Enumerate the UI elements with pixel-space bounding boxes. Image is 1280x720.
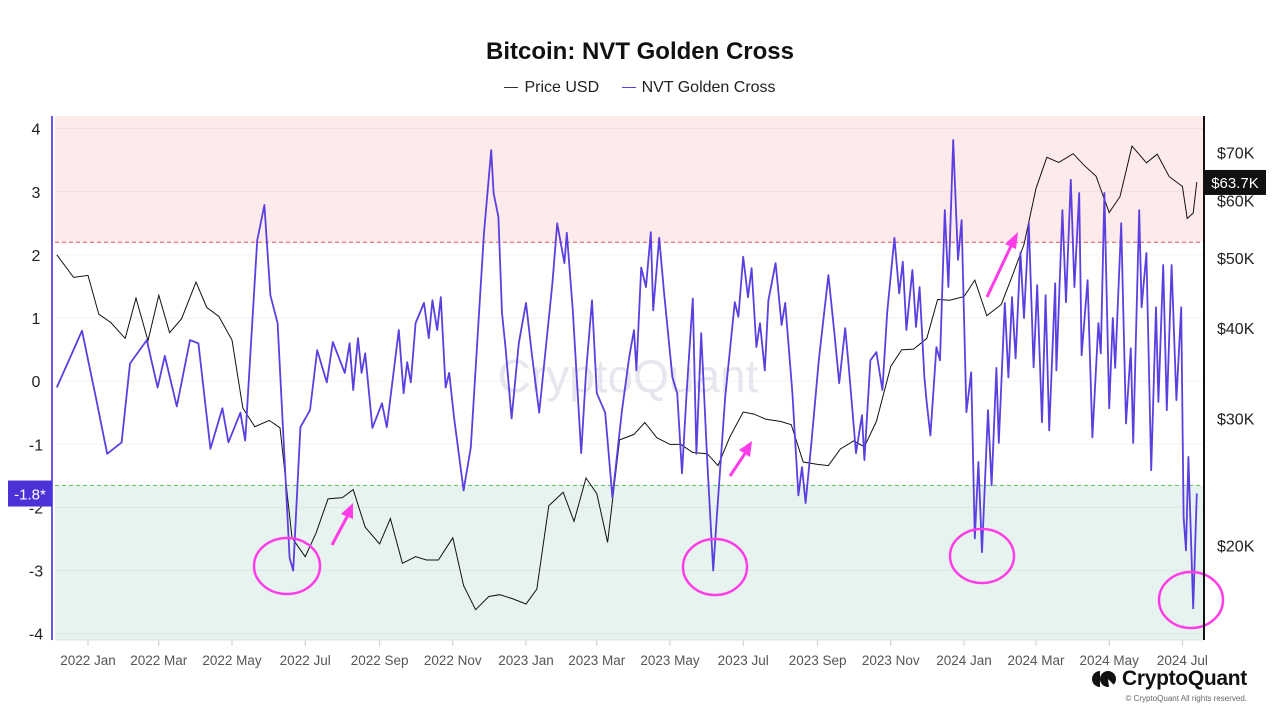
x-axis-tick: 2022 Jul xyxy=(280,653,331,668)
right-axis-tick: $30K xyxy=(1217,411,1255,428)
left-axis-tick: 3 xyxy=(32,185,41,202)
x-axis-tick: 2023 Jan xyxy=(498,653,554,668)
left-axis-tick: 0 xyxy=(32,374,41,391)
right-axis-tick: $50K xyxy=(1217,251,1255,268)
left-axis-tick: 1 xyxy=(32,311,41,328)
arrow-icon xyxy=(330,503,353,546)
left-axis-tick: -4 xyxy=(29,627,43,644)
x-axis-tick: 2022 May xyxy=(202,653,262,668)
x-axis-tick: 2023 May xyxy=(640,653,700,668)
brand-name: CryptoQuant xyxy=(1121,667,1247,690)
highlight-circle xyxy=(252,536,322,596)
copyright: © CryptoQuant All rights reserved. xyxy=(1125,694,1248,703)
right-axis-tick: $40K xyxy=(1217,321,1255,338)
x-axis-tick: 2022 Nov xyxy=(424,653,482,668)
right-axis-tick: $60K xyxy=(1217,194,1255,211)
highlight-circle xyxy=(681,537,749,597)
x-axis-tick: 2022 Mar xyxy=(130,653,188,668)
current-price-badge xyxy=(1205,169,1266,195)
axes: 43210-1-2-3-4$70K$60K$50K$40K$30K$20K202… xyxy=(8,116,1266,668)
legend-item-price[interactable]: Price USD xyxy=(504,79,599,97)
current-nvt-label: -1.8* xyxy=(14,487,46,504)
left-axis-tick: 4 xyxy=(32,122,41,139)
left-axis-tick: 2 xyxy=(32,248,41,265)
arrow-icon xyxy=(728,441,752,477)
arrow-icon xyxy=(985,232,1018,298)
x-axis-tick: 2024 May xyxy=(1080,653,1140,668)
x-axis-tick: 2023 Mar xyxy=(568,653,626,668)
x-axis-tick: 2022 Sep xyxy=(351,653,409,668)
x-axis-tick: 2024 Jul xyxy=(1157,653,1208,668)
legend-label: Price USD xyxy=(524,79,600,96)
legend: Price USD NVT Golden Cross xyxy=(0,79,1280,97)
nvt-golden-cross-line xyxy=(55,139,1198,610)
highlight-circle xyxy=(948,527,1016,585)
legend-item-nvt[interactable]: NVT Golden Cross xyxy=(621,79,776,97)
highlight-circle xyxy=(1157,570,1225,630)
legend-swatch xyxy=(504,87,519,89)
annotations xyxy=(252,232,1225,630)
series-lines xyxy=(55,139,1198,611)
x-axis-tick: 2023 Sep xyxy=(789,653,847,668)
right-axis-tick: $70K xyxy=(1217,145,1255,162)
chart-title: Bitcoin: NVT Golden Cross xyxy=(485,38,794,65)
cryptoquant-logo-icon xyxy=(1091,670,1116,688)
current-nvt-badge xyxy=(8,480,52,507)
threshold-bands xyxy=(55,116,1203,640)
price-usd-line xyxy=(56,145,1198,611)
brand-logo: CryptoQuant xyxy=(1091,667,1247,691)
legend-label: NVT Golden Cross xyxy=(641,79,776,96)
x-axis-tick: 2024 Jan xyxy=(936,653,992,668)
right-axis-tick: $20K xyxy=(1217,539,1255,556)
x-axis-tick: 2022 Jan xyxy=(60,653,116,668)
x-axis-tick: 2023 Jul xyxy=(718,653,769,668)
current-price-label: $63.7K xyxy=(1211,175,1259,192)
left-axis-tick: -1 xyxy=(29,437,43,454)
legend-swatch xyxy=(621,87,636,89)
x-axis-tick: 2024 Mar xyxy=(1007,653,1065,668)
band-undervalued xyxy=(55,485,1203,640)
band-overheated xyxy=(55,116,1203,243)
left-axis-tick: -3 xyxy=(29,564,43,581)
x-axis-tick: 2023 Nov xyxy=(862,653,920,668)
